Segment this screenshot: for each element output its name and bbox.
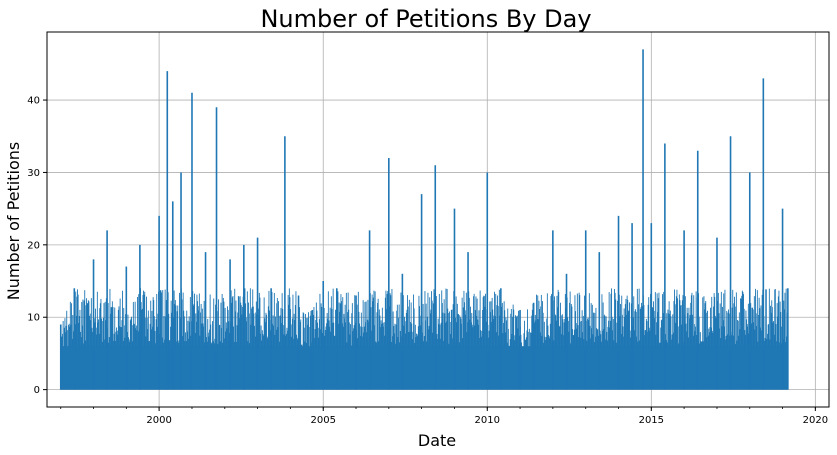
x-tick-label: 2005 bbox=[311, 415, 336, 426]
x-axis-label: Date bbox=[418, 431, 456, 450]
series-peaks bbox=[59, 49, 789, 390]
x-axis: 2000 2005 2010 2015 2020 bbox=[60, 407, 828, 426]
plot-frame bbox=[46, 31, 830, 408]
x-tick-label: 2015 bbox=[639, 415, 664, 426]
x-tick-label: 2010 bbox=[475, 415, 500, 426]
series-band bbox=[60, 346, 788, 390]
y-tick-label: 30 bbox=[27, 168, 40, 179]
y-tick-label: 20 bbox=[27, 240, 40, 251]
y-tick-label: 0 bbox=[34, 385, 40, 396]
y-tick-label: 10 bbox=[27, 313, 40, 324]
y-axis-label: Number of Petitions bbox=[4, 142, 23, 301]
chart-title: Number of Petitions By Day bbox=[260, 5, 591, 33]
series-area bbox=[60, 288, 788, 390]
x-tick-label: 2020 bbox=[803, 415, 828, 426]
y-axis: 0 10 20 30 40 bbox=[27, 96, 47, 396]
y-tick-label: 40 bbox=[27, 96, 40, 107]
x-tick-label: 2000 bbox=[146, 415, 171, 426]
